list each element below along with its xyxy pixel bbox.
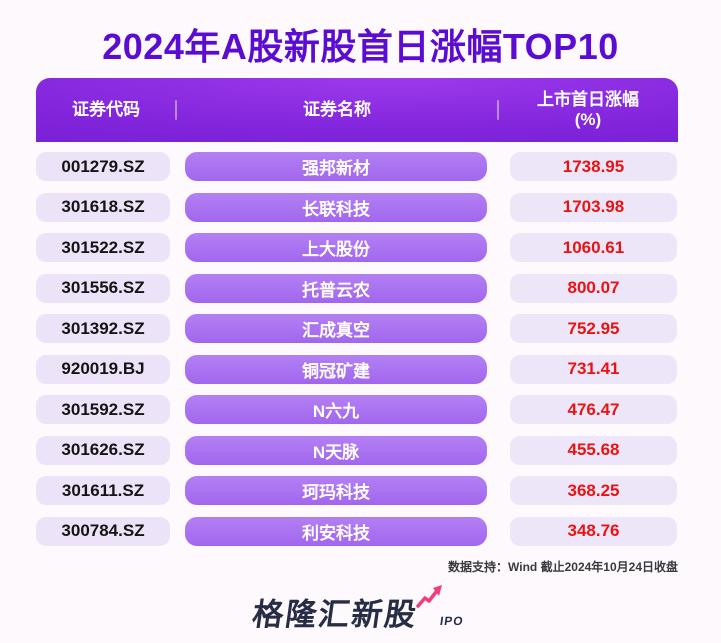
stock-code: 920019.BJ: [36, 354, 170, 384]
stock-name: 上大股份: [185, 233, 487, 262]
stock-gain: 368.25: [510, 476, 677, 505]
brand-logo-text: 格隆汇新股: [250, 596, 421, 632]
table-header: 证券代码 证券名称 上市首日涨幅 (%): [36, 78, 678, 142]
stock-name: 利安科技: [185, 516, 487, 546]
table-row: 301522.SZ 上大股份 1060.61: [36, 233, 678, 262]
stock-code: 301626.SZ: [36, 435, 170, 465]
stock-code: 301611.SZ: [36, 476, 170, 505]
stock-code: 301522.SZ: [36, 233, 170, 262]
stock-code: 301392.SZ: [36, 314, 170, 343]
stock-name: 珂玛科技: [185, 476, 487, 505]
stock-code: 301618.SZ: [36, 192, 170, 222]
column-header-gain-line1: 上市首日涨幅: [537, 90, 639, 110]
table-row: 920019.BJ 铜冠矿建 731.41: [36, 354, 678, 384]
stock-name: 铜冠矿建: [185, 354, 487, 384]
stock-name: N六九: [185, 395, 487, 424]
stock-gain: 455.68: [510, 435, 677, 465]
stock-name: 长联科技: [185, 192, 487, 222]
stock-code: 301556.SZ: [36, 273, 170, 303]
stock-code: 301592.SZ: [36, 395, 170, 424]
table-row: 301392.SZ 汇成真空 752.95: [36, 314, 678, 343]
column-header-gain-line2: (%): [574, 110, 602, 129]
stock-gain: 348.76: [510, 516, 677, 546]
trend-arrow-icon: [416, 584, 443, 614]
stock-name: 汇成真空: [185, 314, 487, 343]
column-header-name: 证券名称: [303, 100, 371, 120]
column-header-code: 证券代码: [72, 100, 140, 120]
table-row: 300784.SZ 利安科技 348.76: [36, 516, 678, 546]
column-header-gain: 上市首日涨幅 (%): [498, 90, 678, 129]
page-title: 2024年A股新股首日涨幅TOP10: [102, 26, 619, 67]
stock-gain: 731.41: [510, 354, 677, 384]
stock-name: 托普云农: [185, 273, 487, 303]
brand-logo: 格隆汇新股 IPO: [0, 584, 721, 634]
table-row: 301626.SZ N天脉 455.68: [36, 435, 678, 465]
table-row: 001279.SZ 强邦新材 1738.95: [36, 152, 678, 181]
stock-gain: 800.07: [510, 273, 677, 303]
table-rows: 001279.SZ 强邦新材 1738.95 301618.SZ 长联科技 17…: [36, 152, 678, 557]
stock-code: 001279.SZ: [36, 152, 170, 181]
stock-name: 强邦新材: [185, 152, 487, 181]
table-row: 301618.SZ 长联科技 1703.98: [36, 192, 678, 222]
stock-code: 300784.SZ: [36, 516, 170, 546]
header-divider: [175, 100, 177, 120]
table-row: 301556.SZ 托普云农 800.07: [36, 273, 678, 303]
header-divider: [497, 100, 499, 120]
table-row: 301592.SZ N六九 476.47: [36, 395, 678, 424]
stock-gain: 1738.95: [510, 152, 677, 181]
table-row: 301611.SZ 珂玛科技 368.25: [36, 476, 678, 505]
stock-gain: 1060.61: [510, 233, 677, 262]
stock-name: N天脉: [185, 435, 487, 465]
stock-gain: 752.95: [510, 314, 677, 343]
data-source-note: 数据支持：Wind 截止2024年10月24日收盘: [448, 560, 678, 574]
brand-logo-sub: IPO: [439, 614, 465, 628]
stock-gain: 1703.98: [510, 192, 677, 222]
stock-gain: 476.47: [510, 395, 677, 424]
